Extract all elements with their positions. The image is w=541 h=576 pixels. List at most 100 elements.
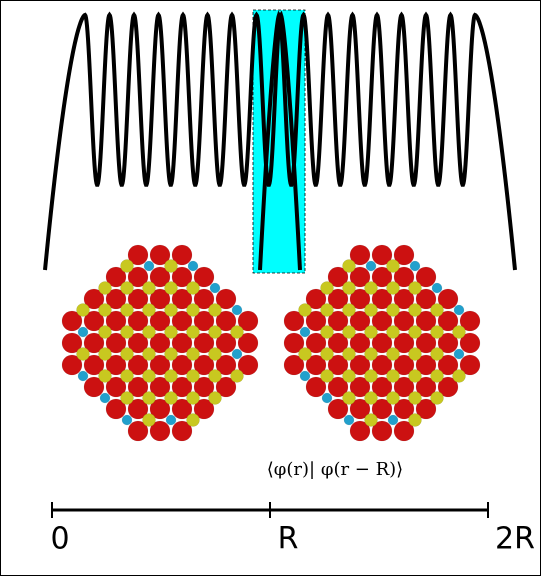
atom bbox=[437, 332, 459, 354]
atom bbox=[408, 347, 422, 361]
atom bbox=[321, 392, 333, 404]
atom bbox=[364, 347, 378, 361]
atom bbox=[193, 332, 215, 354]
atom bbox=[149, 244, 171, 266]
atom bbox=[149, 376, 171, 398]
atom bbox=[164, 281, 178, 295]
atom bbox=[371, 332, 393, 354]
atom bbox=[215, 310, 237, 332]
atom bbox=[327, 398, 349, 420]
atom bbox=[120, 369, 134, 383]
atom bbox=[120, 259, 134, 273]
atom bbox=[393, 288, 415, 310]
atom bbox=[349, 332, 371, 354]
atom bbox=[409, 260, 421, 272]
atom bbox=[120, 347, 134, 361]
atom bbox=[120, 281, 134, 295]
atom bbox=[215, 288, 237, 310]
atom bbox=[186, 303, 200, 317]
atom bbox=[127, 310, 149, 332]
atom bbox=[371, 354, 393, 376]
atom bbox=[127, 354, 149, 376]
atom bbox=[386, 347, 400, 361]
atom bbox=[320, 347, 334, 361]
atom bbox=[127, 332, 149, 354]
atom bbox=[305, 332, 327, 354]
atom bbox=[349, 266, 371, 288]
atom bbox=[342, 325, 356, 339]
atom bbox=[342, 259, 356, 273]
atom bbox=[209, 282, 221, 294]
atom bbox=[305, 310, 327, 332]
atom bbox=[459, 310, 481, 332]
atom bbox=[452, 369, 466, 383]
atom bbox=[320, 281, 334, 295]
atom bbox=[408, 303, 422, 317]
atom bbox=[105, 266, 127, 288]
atom bbox=[371, 398, 393, 420]
atom bbox=[364, 325, 378, 339]
atom bbox=[343, 414, 355, 426]
atom bbox=[208, 369, 222, 383]
atom bbox=[387, 414, 399, 426]
axis-label: 0 bbox=[50, 522, 69, 557]
atom bbox=[105, 376, 127, 398]
atom bbox=[164, 259, 178, 273]
atom bbox=[231, 304, 243, 316]
atom bbox=[171, 376, 193, 398]
atom bbox=[127, 420, 149, 442]
atom bbox=[187, 260, 199, 272]
atom bbox=[120, 325, 134, 339]
atom bbox=[327, 354, 349, 376]
atom bbox=[142, 281, 156, 295]
atom bbox=[98, 369, 112, 383]
atom bbox=[408, 413, 422, 427]
atom bbox=[171, 420, 193, 442]
wavefunctions bbox=[43, 10, 517, 271]
atom bbox=[364, 413, 378, 427]
atom bbox=[208, 391, 222, 405]
atom bbox=[105, 332, 127, 354]
atom bbox=[193, 288, 215, 310]
atom bbox=[76, 303, 90, 317]
wavefunction bbox=[43, 10, 302, 271]
atom bbox=[386, 391, 400, 405]
nanocrystals bbox=[61, 244, 481, 442]
atom bbox=[149, 266, 171, 288]
atom bbox=[393, 398, 415, 420]
atom bbox=[215, 376, 237, 398]
axis-label: R bbox=[278, 522, 299, 557]
atom bbox=[193, 266, 215, 288]
atom bbox=[193, 376, 215, 398]
atom bbox=[61, 332, 83, 354]
atom bbox=[364, 391, 378, 405]
atom bbox=[364, 303, 378, 317]
atom bbox=[371, 266, 393, 288]
atom bbox=[98, 281, 112, 295]
atom bbox=[142, 303, 156, 317]
atom bbox=[299, 326, 311, 338]
atom bbox=[283, 332, 305, 354]
atom bbox=[371, 310, 393, 332]
atom bbox=[149, 420, 171, 442]
atom bbox=[415, 398, 437, 420]
atom bbox=[143, 260, 155, 272]
atom bbox=[208, 325, 222, 339]
atom bbox=[430, 325, 444, 339]
atom bbox=[165, 414, 177, 426]
atom bbox=[430, 391, 444, 405]
atom bbox=[430, 303, 444, 317]
atom bbox=[299, 370, 311, 382]
atom bbox=[393, 244, 415, 266]
atom bbox=[127, 398, 149, 420]
atom bbox=[127, 266, 149, 288]
atom bbox=[83, 332, 105, 354]
atom bbox=[208, 347, 222, 361]
atom bbox=[105, 288, 127, 310]
atom bbox=[393, 354, 415, 376]
atom bbox=[365, 260, 377, 272]
atom bbox=[77, 370, 89, 382]
atom bbox=[453, 348, 465, 360]
atom bbox=[437, 310, 459, 332]
